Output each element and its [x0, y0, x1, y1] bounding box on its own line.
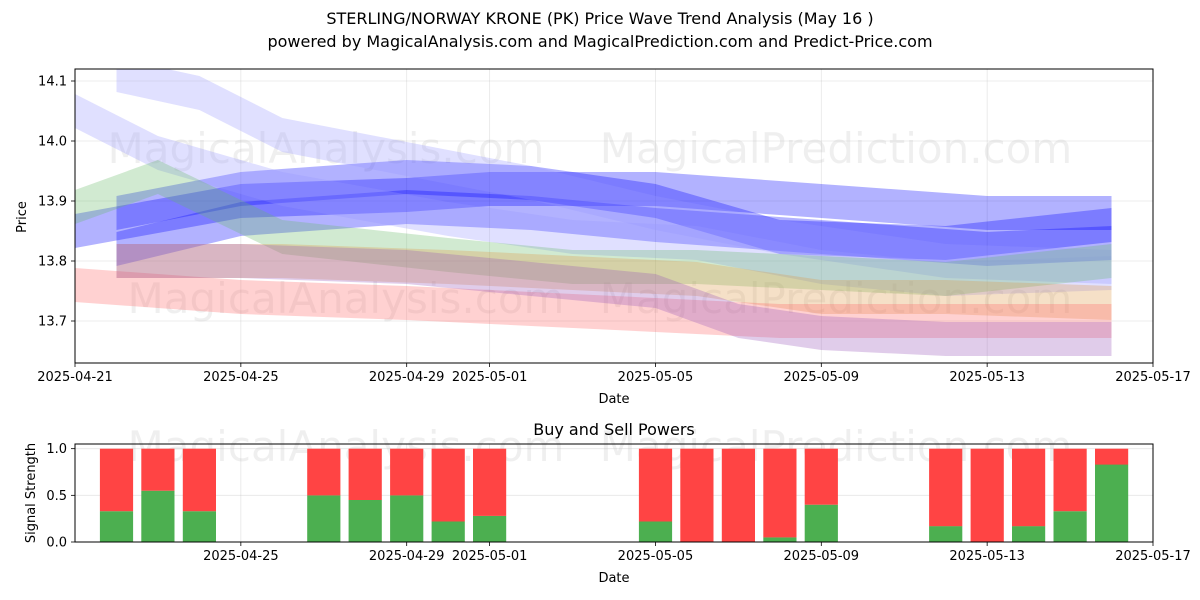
price-band-green-band-1: [75, 160, 1112, 296]
sell-bar: [929, 448, 963, 527]
buy-bar: [1053, 511, 1087, 542]
price-band-orange-band-1: [116, 244, 1112, 320]
sell-bar: [473, 448, 507, 516]
sell-bar: [804, 448, 838, 505]
price-band-red-band-1: [75, 268, 1112, 338]
sell-bar: [99, 448, 134, 512]
y-tick-label: 14.0: [38, 135, 67, 150]
sell-bar: [1053, 448, 1087, 512]
buy-bar: [473, 515, 507, 542]
sell-bar: [763, 448, 797, 538]
watermark-text: MagicalAnalysis.com: [128, 274, 565, 323]
y-tick-label: 1.0: [46, 442, 67, 457]
buy-bar: [431, 521, 465, 542]
buy-bar: [390, 495, 424, 542]
y-tick-label: 13.8: [38, 255, 67, 270]
sell-bar: [638, 448, 673, 522]
sell-bar: [721, 448, 755, 542]
watermark-text: MagicalPrediction.com: [600, 274, 1073, 323]
y-tick-label: 13.7: [38, 315, 67, 330]
y-axis-label: Signal Strength: [24, 443, 39, 543]
buy-bar: [348, 500, 382, 542]
sell-bar: [390, 448, 424, 496]
y-axis-label: Price: [15, 201, 30, 233]
x-tick-label: 2025-05-01: [452, 549, 528, 564]
x-tick-label: 2025-05-09: [784, 549, 860, 564]
price-band-blue-band-1: [75, 172, 1112, 248]
buy-bar: [638, 521, 673, 542]
price-band-lavender-band-2: [75, 94, 1112, 296]
x-tick-label: 2025-04-25: [203, 370, 279, 385]
buy-bar: [763, 537, 797, 542]
watermark-text: MagicalPrediction.com: [600, 124, 1073, 173]
x-tick-label: 2025-05-17: [1115, 549, 1191, 564]
buy-bar: [804, 504, 838, 542]
price-band-blue-band-2: [116, 190, 1112, 266]
y-tick-label: 0.0: [46, 536, 67, 551]
sell-bar: [1012, 448, 1046, 527]
price-panel: MagicalAnalysis.com MagicalPrediction.co…: [15, 68, 1191, 407]
x-tick-label: 2025-04-29: [369, 549, 445, 564]
buy-bar: [307, 495, 341, 542]
chart-title: STERLING/NORWAY KRONE (PK) Price Wave Tr…: [326, 9, 874, 28]
buy-bar: [141, 490, 175, 542]
price-band-blue-band-3: [116, 160, 1112, 260]
watermark-text: MagicalAnalysis.com: [108, 124, 545, 173]
buy-bar: [929, 526, 963, 542]
x-tick-label: 2025-05-13: [949, 370, 1025, 385]
price-bands: [75, 69, 1112, 356]
price-band-purple-band-1: [116, 244, 1112, 356]
sell-bar: [970, 448, 1004, 542]
y-tick-label: 14.1: [38, 75, 67, 90]
x-axis-label: Date: [598, 571, 629, 586]
x-tick-label: 2025-05-01: [452, 370, 528, 385]
sell-bar: [680, 448, 714, 542]
buy-bar: [1095, 464, 1129, 542]
price-band-lavender-band-1: [116, 69, 1112, 284]
x-tick-label: 2025-04-25: [203, 549, 279, 564]
y-tick-label: 13.9: [38, 195, 67, 210]
signal-chart-title: Buy and Sell Powers: [533, 420, 695, 439]
x-tick-label: 2025-05-05: [618, 549, 694, 564]
sell-bar: [141, 448, 175, 491]
sell-bar: [182, 448, 216, 512]
sell-bar: [431, 448, 465, 522]
chart-subtitle: powered by MagicalAnalysis.com and Magic…: [267, 32, 933, 51]
buy-bar: [99, 511, 134, 542]
plot-frame: [74, 443, 1154, 543]
sell-bar: [1095, 448, 1129, 465]
y-tick-label: 0.5: [46, 489, 67, 504]
sell-bar: [307, 448, 341, 496]
x-tick-label: 2025-05-09: [784, 370, 860, 385]
buy-bar: [182, 511, 216, 542]
x-tick-label: 2025-05-17: [1115, 370, 1191, 385]
x-tick-label: 2025-04-29: [369, 370, 445, 385]
sell-bar: [348, 448, 382, 500]
plot-frame: [74, 68, 1154, 364]
x-axis-label: Date: [598, 392, 629, 407]
x-tick-label: 2025-05-13: [949, 549, 1025, 564]
x-tick-label: 2025-04-21: [37, 370, 113, 385]
buy-bar: [1012, 526, 1046, 542]
x-tick-label: 2025-05-05: [618, 370, 694, 385]
signal-panel: MagicalAnalysis.com MagicalPrediction.co…: [24, 420, 1191, 586]
